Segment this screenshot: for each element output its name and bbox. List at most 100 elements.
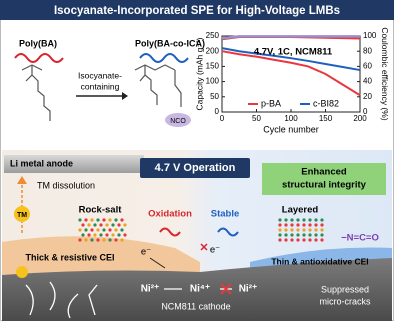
electron-arrow: [149, 257, 166, 269]
product: Poly(BA-co-ICA): [135, 38, 205, 48]
group: NCO: [170, 118, 186, 125]
atom: [87, 233, 91, 237]
atom: [120, 238, 124, 242]
atom: [290, 228, 294, 232]
y2-tick-label: 60: [363, 62, 372, 71]
cathode-layer: [2, 258, 392, 321]
block-mark: [200, 243, 208, 251]
atom: [96, 228, 100, 232]
y-tick-label: 150: [206, 62, 220, 71]
atom: [114, 218, 118, 222]
ni: Ni²⁺: [239, 284, 258, 295]
atom: [278, 238, 282, 242]
atom: [302, 218, 306, 222]
reagent: containing: [81, 81, 120, 91]
atom: [114, 228, 118, 232]
y2-tick-label: 20: [363, 92, 372, 101]
atom: [308, 228, 312, 232]
atom: [320, 233, 324, 237]
tm-ion: [16, 266, 28, 278]
reagent: Isocyanate-: [78, 70, 122, 80]
atom: [78, 238, 82, 242]
atom: [290, 238, 294, 242]
capacity-line: [221, 47, 361, 72]
tm-ion: [14, 206, 30, 222]
y-tick-label: 100: [206, 77, 220, 86]
atom: [320, 228, 324, 232]
atom: [102, 228, 106, 232]
atom: [93, 233, 97, 237]
y-tick-label: 250: [206, 31, 220, 40]
atom: [123, 233, 127, 237]
atom: [284, 218, 288, 222]
atom: [302, 233, 306, 237]
tm: TM: [17, 212, 27, 219]
rock-salt: Rock-salt: [79, 205, 123, 216]
atom: [308, 218, 312, 222]
atom: [284, 223, 288, 227]
nco-badge: [165, 113, 191, 127]
blue-chain: [217, 227, 239, 237]
blue-wave: [139, 53, 189, 63]
atom: [90, 218, 94, 222]
oxidation: Oxidation: [148, 209, 192, 220]
red-wave: [14, 53, 64, 63]
cei-thick: Thick & resistive CEI: [25, 252, 114, 262]
atom: [123, 223, 127, 227]
atom: [78, 228, 82, 232]
ni: Ni⁴⁺: [190, 284, 210, 295]
atom: [84, 228, 88, 232]
atom: [99, 223, 103, 227]
red-chain: [159, 227, 181, 237]
atom: [296, 218, 300, 222]
reactant: Poly(BA): [19, 38, 57, 48]
atom: [314, 233, 318, 237]
atom: [320, 223, 324, 227]
atom: [120, 218, 124, 222]
stable: Stable: [211, 209, 240, 220]
atom: [278, 218, 282, 222]
annotation: 4.7V, 1C, NCM811: [254, 47, 333, 58]
arrow-head: [122, 92, 128, 100]
atom: [117, 233, 121, 237]
legend-label: c-BI82: [313, 98, 339, 108]
atom: [111, 223, 115, 227]
x-tick-label: 50: [252, 114, 261, 123]
atom: [296, 238, 300, 242]
anode: Li metal anode: [10, 158, 73, 168]
tm-arrow: [17, 176, 27, 184]
atom: [290, 223, 294, 227]
atom: [308, 223, 312, 227]
atom: [290, 233, 294, 237]
x-tick-label: 100: [284, 114, 298, 123]
atom: [111, 233, 115, 237]
y2-tick-label: 100: [363, 31, 377, 40]
x-tick-label: 0: [220, 114, 225, 123]
atom: [114, 238, 118, 242]
y2-tick-label: 40: [363, 77, 372, 86]
layered: Layered: [282, 205, 319, 216]
atom: [96, 238, 100, 242]
atom: [102, 238, 106, 242]
atom: [308, 233, 312, 237]
legend-label: p-BA: [261, 98, 281, 108]
blocked-electron: e⁻: [210, 245, 220, 256]
atom: [302, 238, 306, 242]
atom: [278, 233, 282, 237]
atom: [284, 233, 288, 237]
atom: [120, 228, 124, 232]
x-tick-label: 200: [353, 114, 367, 123]
y-axis-label: Capacity (mAh g⁻¹): [194, 37, 204, 110]
title-bar: [0, 0, 394, 20]
y-tick-label: 0: [215, 107, 220, 116]
atom: [84, 238, 88, 242]
y-tick-label: 200: [206, 46, 220, 55]
atom: [296, 233, 300, 237]
integrity-box: [262, 163, 386, 195]
atom: [278, 223, 282, 227]
banner: 4.7 V Operation: [155, 162, 236, 174]
atom: [108, 218, 112, 222]
ni-block: [220, 283, 232, 295]
